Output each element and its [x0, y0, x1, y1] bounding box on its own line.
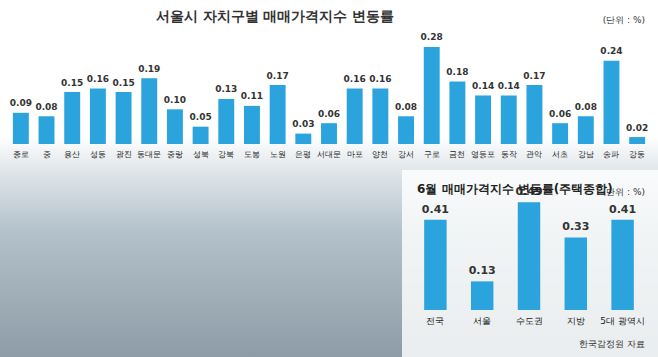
svg-text:0.05: 0.05	[189, 112, 211, 122]
svg-text:0.24: 0.24	[600, 46, 622, 56]
svg-text:0.10: 0.10	[164, 95, 186, 105]
svg-text:마포: 마포	[347, 150, 363, 159]
svg-text:0.16: 0.16	[344, 74, 366, 84]
svg-text:강동: 강동	[629, 150, 645, 159]
svg-text:서울: 서울	[473, 316, 491, 326]
svg-text:동대문: 동대문	[137, 150, 161, 159]
svg-text:서대문: 서대문	[317, 150, 341, 159]
svg-text:노원: 노원	[270, 150, 286, 159]
svg-text:0.08: 0.08	[35, 102, 57, 112]
svg-text:금천: 금천	[449, 150, 465, 159]
svg-text:0.15: 0.15	[61, 78, 83, 88]
svg-text:0.08: 0.08	[575, 102, 597, 112]
svg-text:0.08: 0.08	[395, 102, 417, 112]
svg-text:관악: 관악	[526, 150, 542, 159]
svg-text:용산: 용산	[64, 150, 80, 159]
svg-text:송파: 송파	[603, 150, 619, 159]
svg-text:강서: 강서	[398, 150, 414, 159]
svg-text:0.41: 0.41	[609, 203, 636, 216]
svg-text:서초: 서초	[552, 150, 568, 159]
svg-text:0.06: 0.06	[318, 109, 340, 119]
svg-text:강남: 강남	[578, 150, 594, 159]
svg-text:0.13: 0.13	[469, 264, 496, 277]
svg-text:구로: 구로	[424, 150, 440, 159]
svg-text:0.13: 0.13	[215, 84, 237, 94]
svg-text:강북: 강북	[218, 150, 234, 159]
svg-text:중랑: 중랑	[167, 150, 183, 159]
svg-text:0.03: 0.03	[292, 119, 314, 129]
svg-text:0.02: 0.02	[626, 123, 648, 133]
svg-text:전국: 전국	[426, 316, 444, 326]
svg-text:0.14: 0.14	[472, 81, 494, 91]
svg-text:0.41: 0.41	[422, 203, 449, 216]
svg-text:0.15: 0.15	[112, 78, 134, 88]
svg-text:0.16: 0.16	[87, 74, 109, 84]
svg-text:양천: 양천	[372, 150, 388, 159]
svg-text:수도권: 수도권	[516, 316, 543, 326]
svg-text:종로: 종로	[13, 150, 29, 159]
svg-text:0.16: 0.16	[369, 74, 391, 84]
svg-text:0.17: 0.17	[267, 71, 289, 81]
svg-text:영등포: 영등포	[471, 150, 495, 159]
svg-text:0.19: 0.19	[138, 64, 160, 74]
svg-text:한국감정원 자료: 한국감정원 자료	[579, 339, 645, 349]
svg-text:광진: 광진	[116, 150, 132, 159]
svg-text:0.14: 0.14	[498, 81, 520, 91]
svg-text:성북: 성북	[193, 150, 209, 159]
svg-text:은평: 은평	[295, 150, 311, 159]
svg-text:동작: 동작	[501, 150, 517, 159]
svg-text:성동: 성동	[90, 150, 106, 159]
svg-text:0.28: 0.28	[421, 32, 443, 42]
svg-text:0.06: 0.06	[549, 109, 571, 119]
svg-text:(단위 : %): (단위 : %)	[603, 15, 645, 25]
svg-text:(단위 : %): (단위 : %)	[603, 187, 645, 197]
svg-text:6월 매매가격지수 변동률(주택종합): 6월 매매가격지수 변동률(주택종합)	[417, 182, 613, 196]
svg-text:지방: 지방	[567, 316, 585, 326]
svg-text:5대 광역시: 5대 광역시	[600, 316, 645, 326]
svg-text:0.17: 0.17	[523, 71, 545, 81]
svg-text:0.33: 0.33	[562, 220, 589, 233]
svg-text:중: 중	[43, 150, 51, 159]
svg-text:0.11: 0.11	[241, 91, 263, 101]
svg-text:0.09: 0.09	[10, 98, 32, 108]
svg-text:서울시 자치구별 매매가격지수 변동률: 서울시 자치구별 매매가격지수 변동률	[156, 8, 395, 24]
svg-text:0.18: 0.18	[446, 67, 468, 77]
svg-text:도봉: 도봉	[244, 150, 260, 159]
